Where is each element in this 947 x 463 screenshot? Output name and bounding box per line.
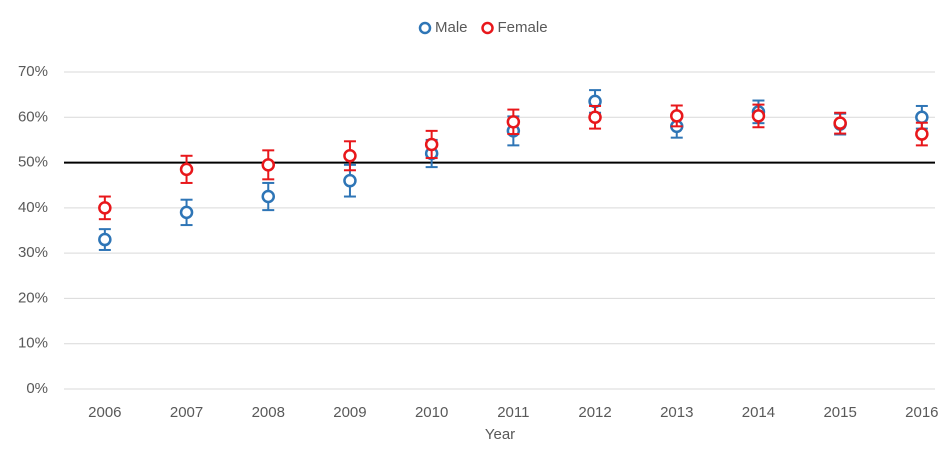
y-tick-label: 20% [18, 289, 48, 306]
marker [670, 109, 684, 123]
x-tick-label: 2008 [252, 404, 285, 421]
y-tick-label: 60% [18, 108, 48, 125]
y-tick-label: 70% [18, 63, 48, 80]
marker [179, 205, 194, 220]
error-point [506, 108, 521, 136]
error-point [343, 140, 357, 172]
error-point [261, 149, 275, 181]
x-tick-label: 2014 [742, 404, 775, 421]
x-tick-label: 2013 [660, 404, 693, 421]
error-point [915, 121, 929, 147]
x-tick-label: 2012 [578, 404, 611, 421]
y-tick-label: 30% [18, 244, 48, 261]
error-point [588, 104, 602, 130]
marker [915, 127, 929, 141]
legend-label: Male [435, 19, 468, 36]
marker [98, 201, 112, 215]
y-tick-label: 0% [26, 380, 48, 397]
x-tick-label: 2015 [823, 404, 856, 421]
marker [588, 110, 602, 125]
marker [261, 158, 275, 172]
error-point [98, 228, 112, 251]
x-tick-label: 2016 [905, 404, 938, 421]
x-axis-title: Year [485, 426, 515, 443]
marker [751, 109, 766, 123]
legend-marker [418, 21, 432, 35]
x-tick-label: 2009 [333, 404, 366, 421]
marker [506, 115, 521, 129]
marker [424, 137, 439, 152]
error-point [179, 198, 194, 227]
x-tick-label: 2006 [88, 404, 121, 421]
y-tick-label: 50% [18, 154, 48, 171]
marker [343, 173, 357, 188]
x-tick-label: 2007 [170, 404, 203, 421]
marker [98, 232, 112, 247]
error-point [670, 104, 684, 128]
legend-marker [481, 21, 494, 35]
marker [833, 116, 847, 130]
error-point [261, 181, 275, 212]
error-point [751, 103, 766, 129]
marker [261, 189, 275, 204]
marker [343, 149, 357, 163]
legend-label: Female [498, 19, 548, 36]
error-point [179, 154, 194, 184]
y-tick-label: 40% [18, 199, 48, 216]
error-point [833, 111, 847, 135]
x-tick-label: 2010 [415, 404, 448, 421]
marker [915, 110, 929, 125]
x-tick-label: 2011 [497, 404, 529, 421]
y-tick-label: 10% [18, 335, 48, 352]
marker [179, 162, 194, 177]
error-point [98, 195, 112, 221]
error-point [424, 129, 439, 160]
